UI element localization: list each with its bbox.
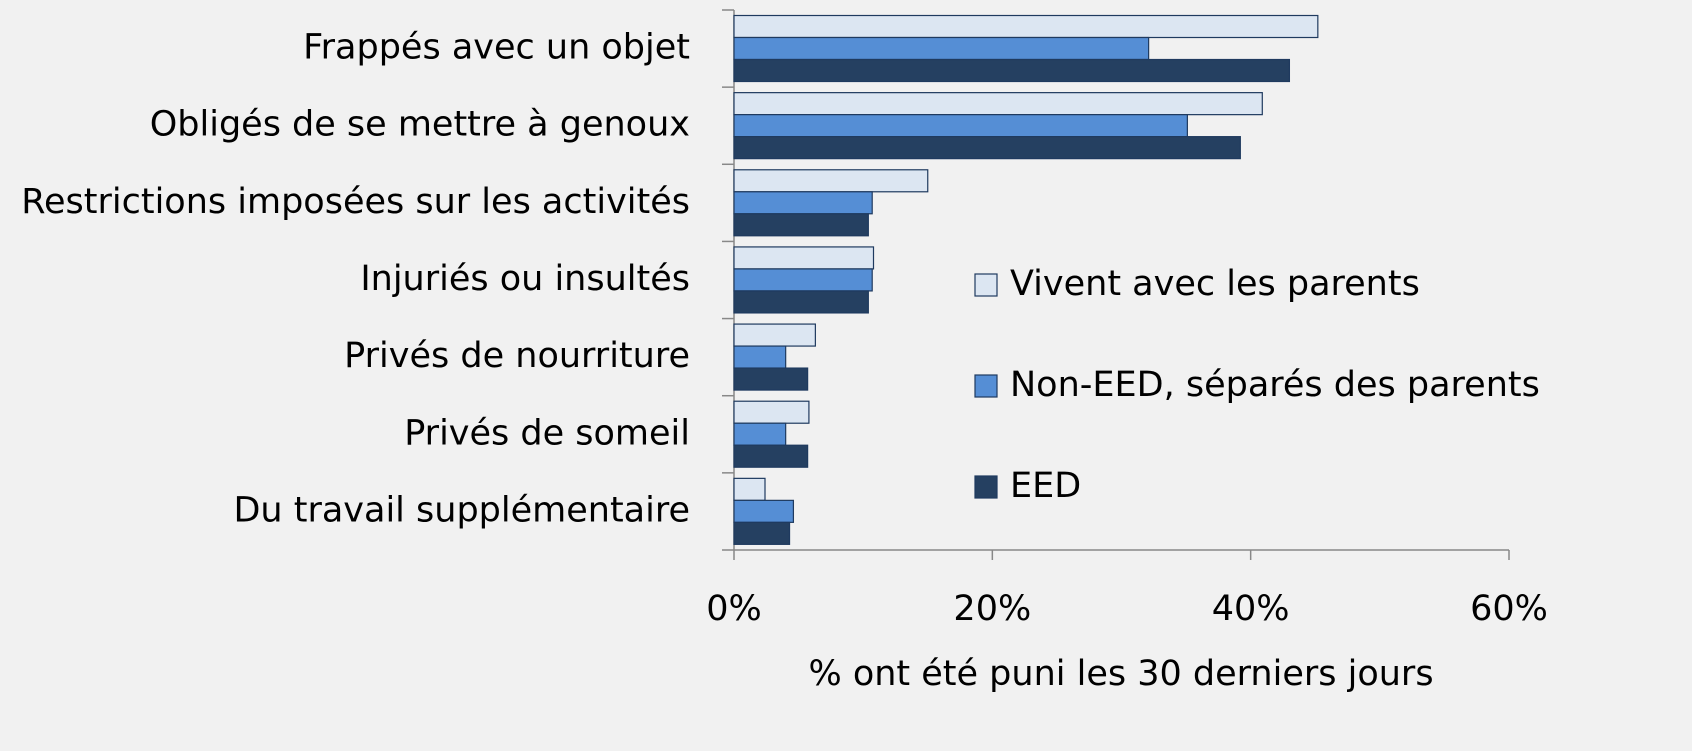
bar [734,16,1318,38]
bar [734,137,1240,159]
bar [734,115,1187,137]
category-label: Du travail supplémentaire [233,490,690,530]
x-axis-title: % ont été puni les 30 derniers jours [808,654,1433,694]
bar [734,401,809,423]
bar [734,170,928,192]
x-tick-label: 60% [1470,589,1548,629]
bar [734,247,874,269]
bar [734,324,815,346]
x-tick-label: 0% [706,589,762,629]
category-label: Privés de nourriture [344,336,690,376]
legend-swatch [975,375,997,397]
bar [734,269,872,291]
chart: % ont été puni les 30 derniers jours 0% 2… [0,0,1692,751]
bar [734,423,786,445]
bar [734,500,793,522]
x-tick-label: 40% [1212,589,1290,629]
bar [734,60,1289,82]
bar [734,93,1262,115]
bar [734,346,786,368]
x-tick-label: 20% [953,589,1031,629]
bar [734,214,868,236]
bar [734,478,765,500]
legend-label: Vivent avec les parents [1010,264,1420,304]
category-label: Frappés avec un objet [303,28,690,68]
bar [734,368,808,390]
bar [734,445,808,467]
legend-swatch [975,476,997,498]
legend-label: Non-EED, séparés des parents [1010,365,1540,405]
legend-swatch [975,274,997,296]
bar [734,192,872,214]
bar [734,38,1149,60]
bar [734,291,868,313]
category-label: Obligés de se mettre à genoux [150,105,690,145]
bar [734,522,790,544]
legend-label: EED [1010,466,1081,506]
category-label: Privés de someil [404,413,690,453]
category-label: Injuriés ou insultés [360,259,690,299]
category-label: Restrictions imposées sur les activités [21,182,690,222]
